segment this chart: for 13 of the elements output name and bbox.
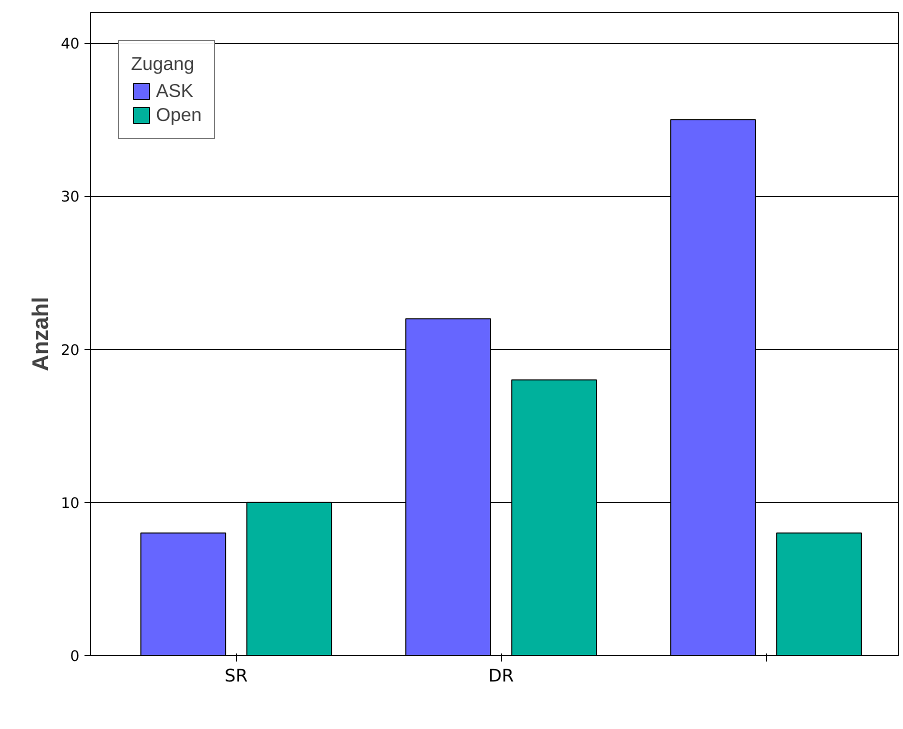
y-tick-label: 20 — [60, 342, 80, 359]
y-axis-title: Anzahl — [26, 296, 53, 372]
y-tick-label: 10 — [60, 494, 80, 512]
legend-label: Open — [156, 104, 202, 126]
y-tick-label: 0 — [70, 648, 80, 665]
bar — [776, 532, 862, 656]
x-tick-label: DR — [488, 666, 514, 686]
legend-title: Zugang — [131, 53, 196, 75]
legend-label: ASK — [156, 80, 194, 102]
y-tick-label: 40 — [60, 36, 80, 53]
bar — [140, 532, 226, 656]
y-tick-label: 30 — [60, 188, 80, 206]
x-tick-label: SR — [224, 666, 248, 686]
